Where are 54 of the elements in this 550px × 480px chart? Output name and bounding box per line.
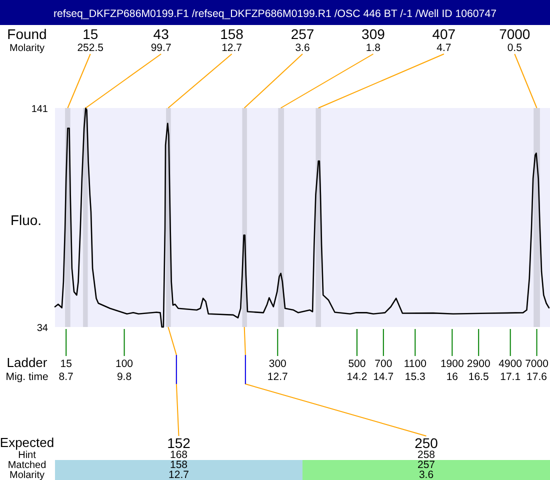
- text: 1100: [404, 358, 427, 370]
- annotation: 158: [220, 26, 244, 42]
- text: 257: [417, 459, 436, 471]
- annotation: 257: [290, 26, 314, 42]
- text: 168: [170, 449, 188, 461]
- x-tick-label: 17.6: [526, 371, 548, 383]
- text: 3.6: [295, 42, 310, 54]
- annotation: 43: [153, 26, 170, 42]
- y-axis-title: Fluo.: [10, 212, 42, 228]
- annotation: 407: [432, 26, 456, 42]
- text: 500: [348, 358, 366, 370]
- text: 7000: [525, 358, 549, 370]
- text: 100: [116, 358, 134, 370]
- text: Molarity: [9, 43, 45, 54]
- text: 99.7: [150, 42, 172, 54]
- text: Ladder: [6, 355, 48, 370]
- x-tick-label: 17.1: [500, 371, 521, 383]
- annotation: 7000: [499, 26, 530, 42]
- x-tick-label: 12.7: [267, 371, 288, 383]
- text: 0.5: [507, 42, 522, 54]
- x-tick-label: 16: [446, 371, 458, 383]
- text: 700: [374, 358, 392, 370]
- text: 258: [417, 449, 436, 461]
- text: Molarity: [9, 470, 45, 480]
- annotation: 152: [167, 435, 191, 451]
- chart-title: refseq_DKFZP686M0199.F1 /refseq_DKFZP686M0199.R1 /OSC 446 BT /-1 /Well ID 1060747: [53, 8, 497, 20]
- annotation: 250: [414, 435, 438, 451]
- text: 15: [60, 358, 72, 370]
- x-tick-label: 14.2: [346, 371, 368, 383]
- y-tick-label: 34: [36, 323, 48, 334]
- text: Matched: [8, 460, 46, 471]
- text: 4.7: [436, 42, 452, 54]
- x-axis-title: Mig. time: [6, 371, 48, 383]
- text: Found: [7, 26, 47, 42]
- x-tick-label: 14.7: [373, 371, 394, 383]
- text: Expected: [0, 435, 54, 450]
- text: 12.7: [168, 469, 190, 480]
- text: 3.6: [418, 469, 434, 480]
- annotation: 309: [362, 26, 386, 42]
- x-tick-label: 15.3: [404, 371, 426, 383]
- text: Hint: [18, 450, 36, 461]
- text: 1900: [440, 358, 464, 370]
- text: 252.5: [77, 42, 104, 54]
- annotation: 15: [82, 26, 98, 42]
- x-tick-label: 9.8: [116, 371, 132, 383]
- text: 158: [170, 459, 188, 471]
- text: 2900: [466, 358, 490, 370]
- text: 4900: [498, 358, 522, 370]
- x-tick-label: 8.7: [58, 371, 74, 383]
- text: 12.7: [222, 42, 242, 54]
- x-tick-label: 16.5: [468, 371, 489, 383]
- text: 1.8: [366, 42, 381, 54]
- y-tick-label: 141: [31, 104, 48, 115]
- text: 300: [268, 358, 287, 370]
